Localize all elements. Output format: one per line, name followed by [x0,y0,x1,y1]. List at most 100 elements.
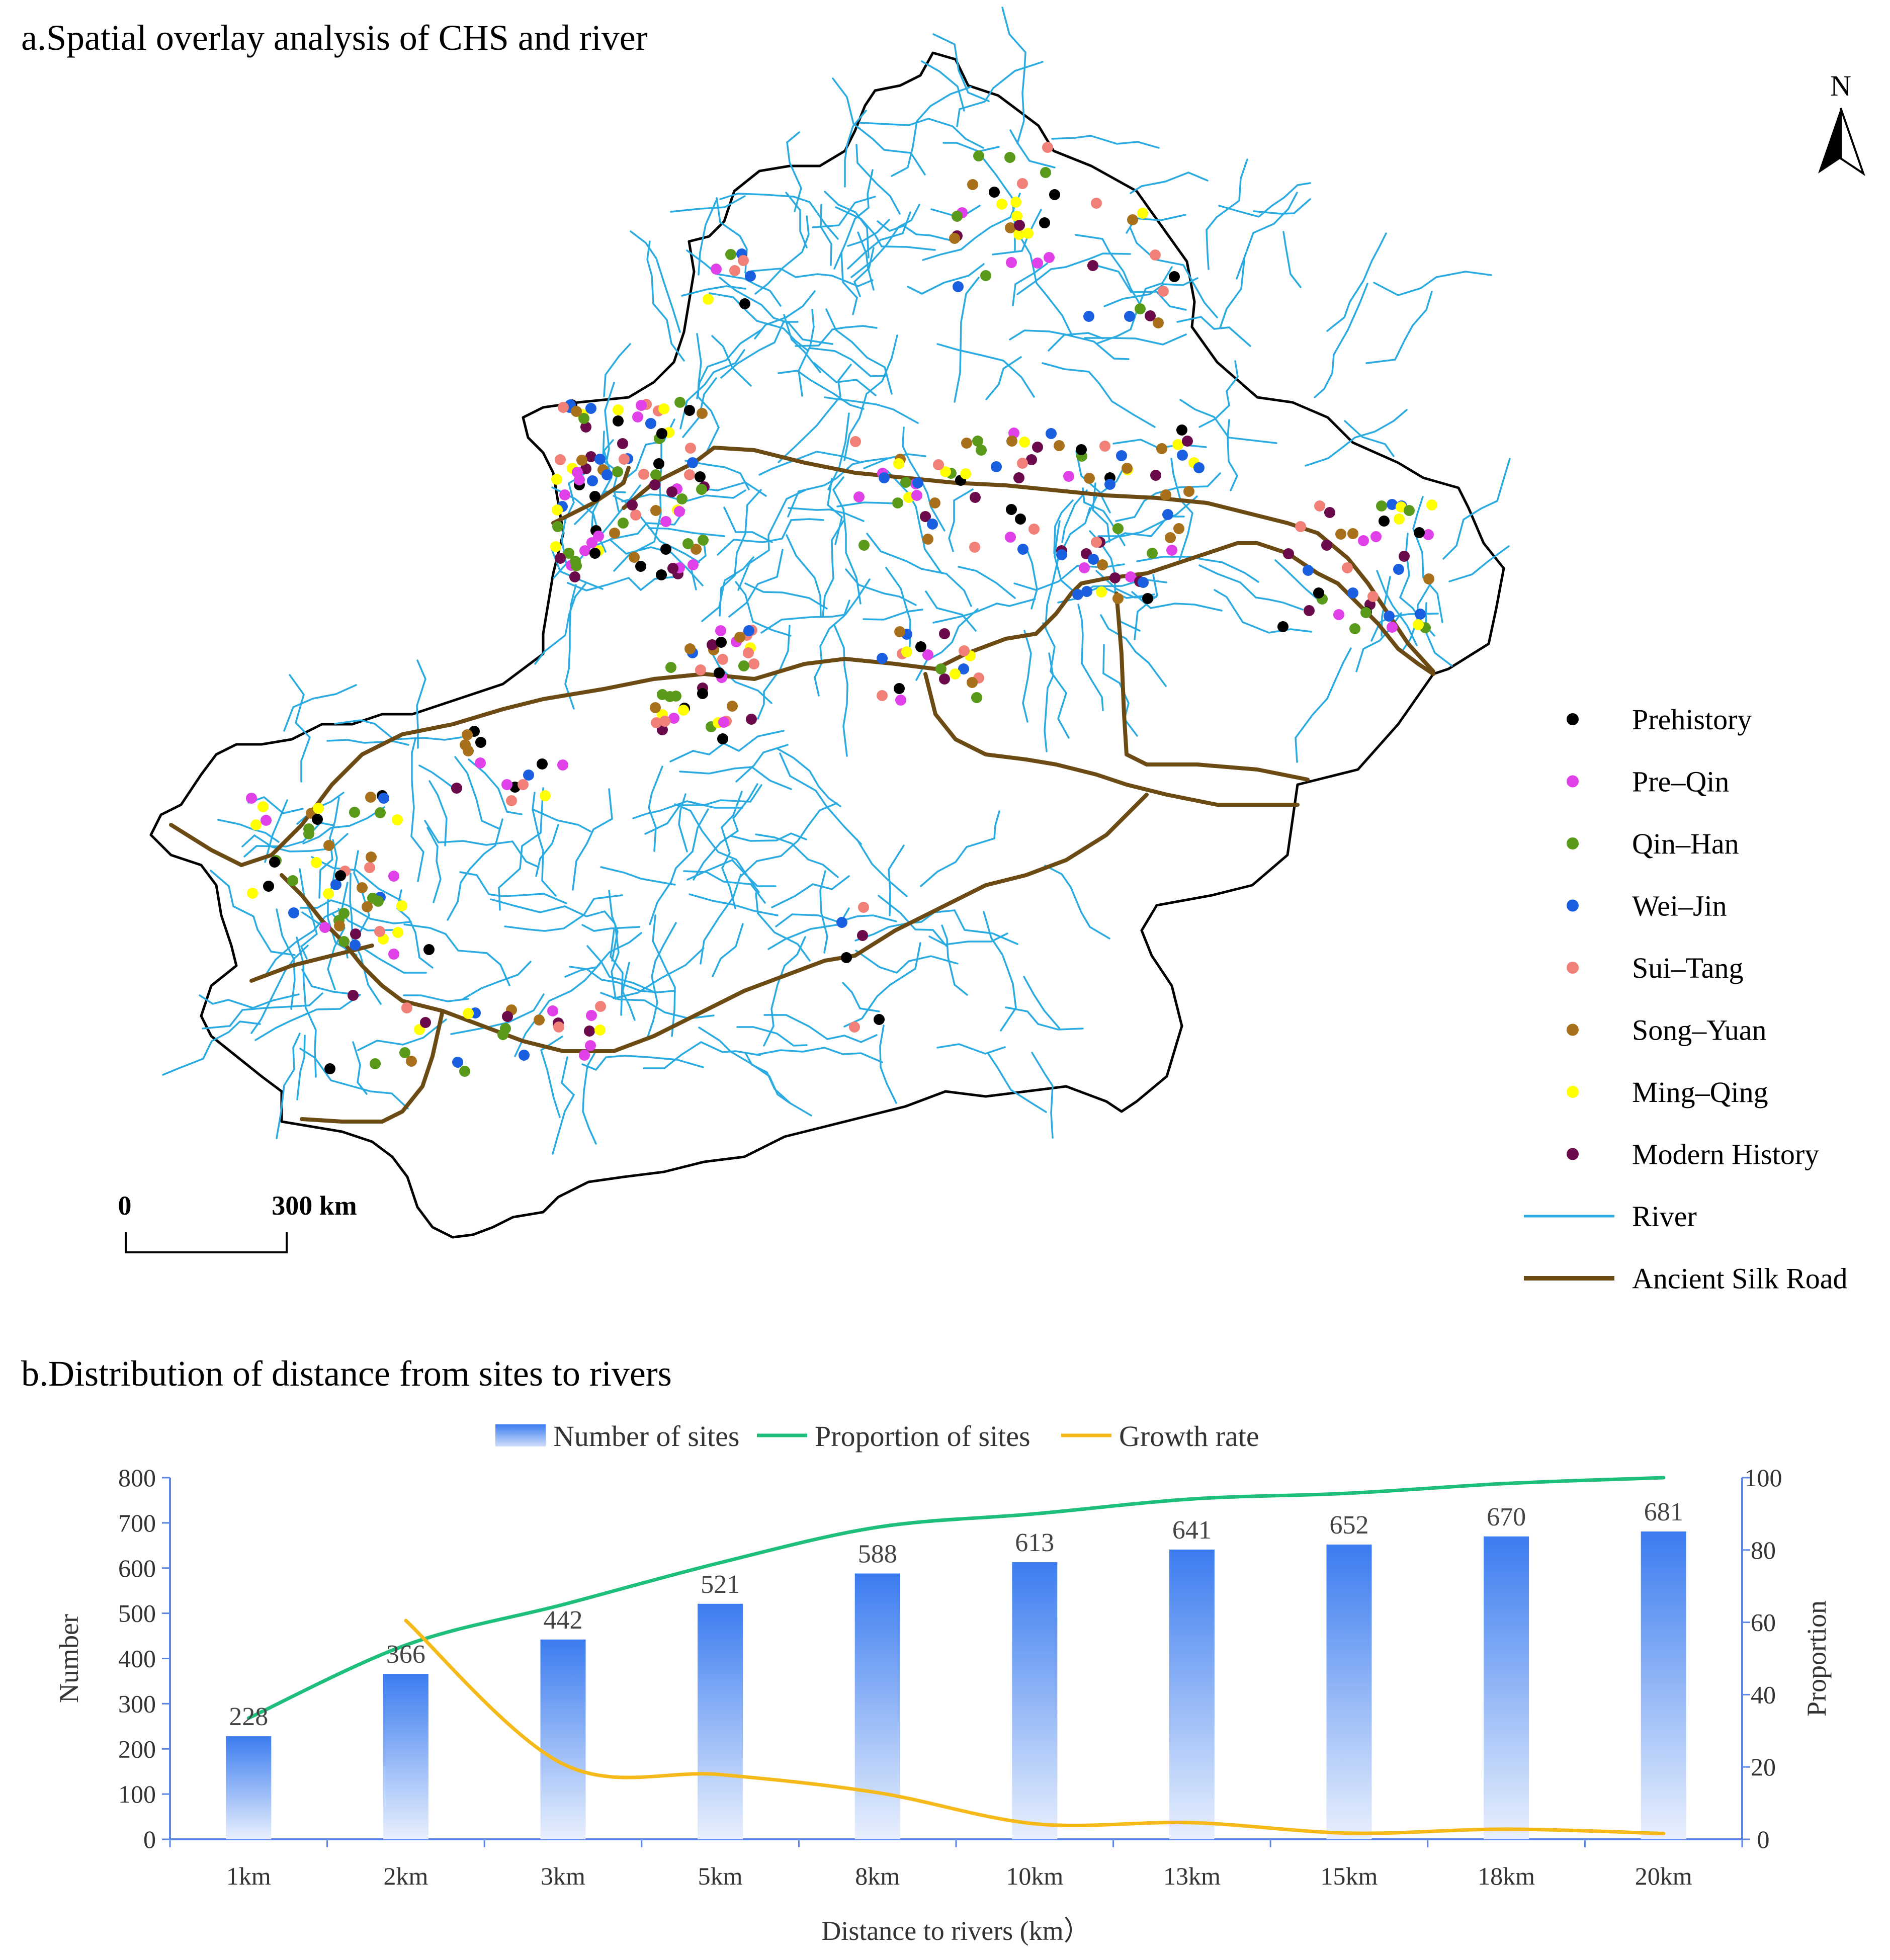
left-tick-label: 400 [118,1645,156,1673]
river-segment [885,567,911,647]
heritage-site-dot [929,497,940,508]
heritage-site-dot [537,758,548,770]
bar-number-of-sites [383,1674,428,1839]
left-tick-label: 200 [118,1735,156,1763]
heritage-site-dot [920,511,931,522]
river-segment [717,518,824,556]
river-segment [533,809,591,832]
river-segment [736,1026,808,1047]
river-segment [302,806,385,844]
heritage-site-dot [350,928,361,940]
river-segment [983,911,1017,1032]
heritage-site-dot [1295,521,1306,532]
heritage-site-dot [617,438,628,449]
scale-bar-line [125,1232,288,1253]
bar-value-label: 228 [229,1702,268,1731]
river-segment [349,873,382,1005]
heritage-site-dot [895,695,906,706]
river-segment [1077,604,1104,711]
heritage-site-dot [1162,509,1173,520]
heritage-site-dot [1063,471,1074,482]
data-labels: 228 366 442 521 588 613 641 652 670 681 [229,1498,1683,1731]
river-segment [843,942,921,1028]
heritage-site-dot [725,249,736,260]
river-segment [603,343,631,397]
river-segment [498,787,544,911]
heritage-site-dot [685,443,696,454]
river-segment [1198,564,1304,611]
river-segment [610,929,624,1016]
bar-value-label: 652 [1330,1511,1369,1540]
river-segment [632,800,743,819]
river-segment [1129,226,1218,318]
river-segment [842,982,880,1012]
chart-legend-label: Number of sites [553,1420,740,1453]
river-segment [920,810,1000,887]
heritage-site-dot [892,497,903,508]
x-tick-label: 5km [698,1862,743,1890]
river-segment [1061,489,1088,543]
chart-legend: Number of sites Proportion of sites Growth… [495,1420,1259,1453]
heritage-site-dot [738,255,749,266]
heritage-site-dot [370,1058,381,1069]
river-segment [824,396,919,424]
heritage-site-dot [1091,198,1102,209]
bar-number-of-sites [226,1736,272,1839]
river-segment [719,277,833,345]
river-segment [756,1047,883,1063]
heritage-site-dot [658,403,669,414]
heritage-site-dot [1166,545,1177,556]
heritage-site-dot [585,451,596,462]
panel-b-title: b.Distribution of distance from sites to… [21,1353,672,1394]
left-y-axis-title: Number [54,1614,84,1703]
heritage-site-dot [711,264,722,275]
proportion-of-sites-line [246,1476,1666,1720]
heritage-site-dot [697,408,708,419]
heritage-site-dot [1335,529,1346,540]
river-segment [1206,158,1248,270]
heritage-site-dot [1042,142,1053,153]
heritage-site-dot [334,920,345,931]
heritage-site-dot [715,625,726,636]
river-segment [289,674,311,783]
river-segment [853,247,875,297]
heritage-site-dot [613,404,624,415]
legend-label: Sui–Tang [1632,952,1744,984]
heritage-site-dot [388,871,399,882]
river-segment [646,240,685,362]
heritage-site-dot [589,548,600,559]
river-segment [352,1041,368,1095]
heritage-site-dot [1097,559,1108,570]
heritage-site-dot [666,486,677,497]
river-segment [1219,259,1245,329]
river-segment [504,894,623,932]
heritage-site-dot [586,1010,597,1021]
river-segment [1136,556,1259,583]
heritage-site-dot [1145,310,1156,321]
right-tick-label: 0 [1757,1825,1770,1853]
right-tick-label: 20 [1751,1753,1776,1781]
heritage-site-dot [502,1011,513,1022]
river-segment [787,457,888,518]
heritage-site-dot [423,944,435,955]
river-segment [958,566,1016,599]
heritage-site-dot [1423,529,1434,540]
heritage-site-dot [585,1040,596,1051]
river-segment [928,909,1018,945]
heritage-site-dot [246,793,257,804]
heritage-site-dot [853,491,865,502]
river-segment [1448,545,1510,582]
left-tick-label: 800 [118,1464,156,1492]
heritage-site-dot [618,518,629,529]
heritage-site-dot [1182,436,1193,447]
heritage-site-dot [1413,619,1424,630]
heritage-site-dot [1283,548,1294,559]
heritage-site-dot [578,413,589,424]
river-segment [459,871,567,904]
river-segment [534,583,586,665]
river-segment [785,192,808,248]
river-segment [1170,458,1193,561]
heritage-site-dot [594,1025,606,1036]
heritage-site-dot [1387,499,1398,510]
heritage-site-dot [1156,443,1167,454]
